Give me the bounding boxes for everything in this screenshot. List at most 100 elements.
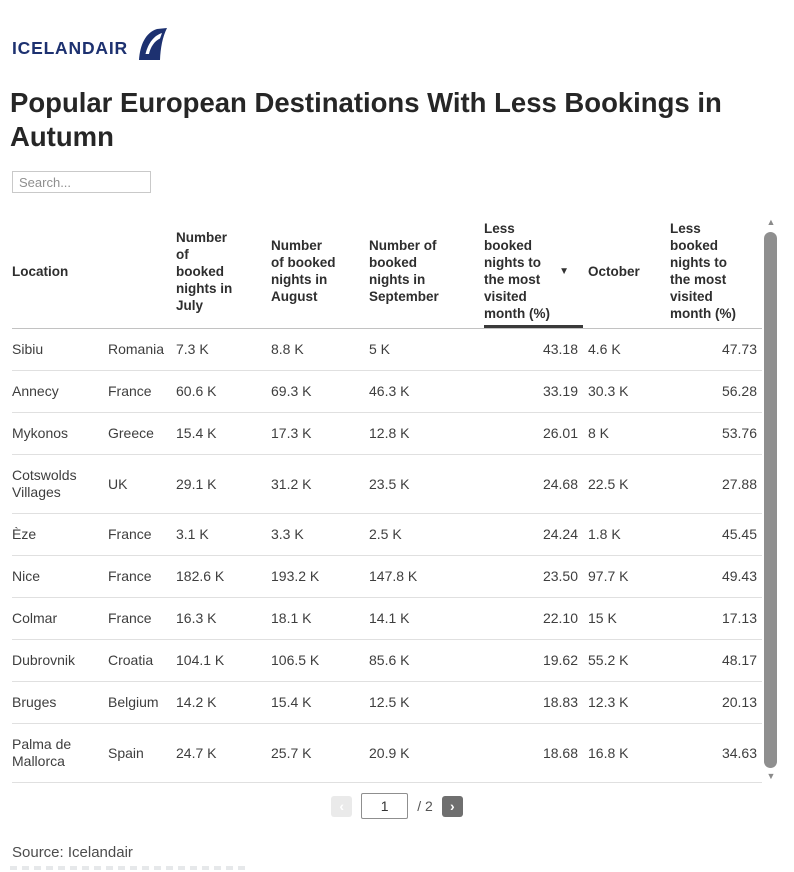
august-cell: 193.2 K <box>271 555 369 598</box>
less-pct-october-cell: 45.45 <box>670 513 762 556</box>
october-cell: 97.7 K <box>583 555 670 598</box>
september-cell: 46.3 K <box>369 370 484 413</box>
july-cell: 104.1 K <box>176 639 271 682</box>
scroll-down-icon[interactable]: ▼ <box>766 771 776 781</box>
august-cell: 106.5 K <box>271 639 369 682</box>
country-cell: France <box>108 597 176 640</box>
july-cell: 182.6 K <box>176 555 271 598</box>
july-cell: 7.3 K <box>176 328 271 371</box>
august-cell: 69.3 K <box>271 370 369 413</box>
less-pct-cell: 24.24 <box>484 513 583 556</box>
less-pct-october-cell: 34.63 <box>670 723 762 783</box>
october-cell: 15 K <box>583 597 670 640</box>
location-cell: Annecy <box>12 370 108 413</box>
table-row: Dubrovnik Croatia 104.1 K 106.5 K 85.6 K 19.6… <box>12 639 762 682</box>
location-cell: Nice <box>12 555 108 598</box>
country-cell: France <box>108 370 176 413</box>
scroll-up-icon[interactable]: ▲ <box>766 217 776 227</box>
country-cell: Belgium <box>108 681 176 724</box>
less-pct-october-cell: 48.17 <box>670 639 762 682</box>
september-cell: 23.5 K <box>369 454 484 514</box>
september-cell: 12.8 K <box>369 412 484 455</box>
september-cell: 147.8 K <box>369 555 484 598</box>
october-cell: 30.3 K <box>583 370 670 413</box>
icelandair-logo-text: ICELANDAIR <box>12 37 128 58</box>
location-cell: Cotswolds Villages <box>12 454 108 514</box>
icelandair-tailfin-icon <box>138 28 167 60</box>
september-cell: 20.9 K <box>369 723 484 783</box>
country-cell: UK <box>108 454 176 514</box>
less-pct-october-cell: 27.88 <box>670 454 762 514</box>
july-cell: 24.7 K <box>176 723 271 783</box>
september-cell: 14.1 K <box>369 597 484 640</box>
august-cell: 17.3 K <box>271 412 369 455</box>
table-row: Bruges Belgium 14.2 K 15.4 K 12.5 K 18.83 12.3… <box>12 681 762 724</box>
destinations-table: Location Number of booked nights in July… <box>12 214 762 783</box>
july-cell: 3.1 K <box>176 513 271 556</box>
previous-page-button[interactable]: ‹ <box>331 795 353 817</box>
sort-descending-icon: ▼ <box>559 265 569 277</box>
august-cell: 15.4 K <box>271 681 369 724</box>
icelandair-logo: ICELANDAIR <box>12 28 167 60</box>
country-cell: France <box>108 555 176 598</box>
table-header-row: Location Number of booked nights in July… <box>12 214 762 329</box>
search-input[interactable] <box>12 171 151 193</box>
october-cell: 22.5 K <box>583 454 670 514</box>
country-cell: France <box>108 513 176 556</box>
october-cell: 8 K <box>583 412 670 455</box>
table-row: Cotswolds Villages UK 29.1 K 31.2 K 23.5 K 24… <box>12 454 762 514</box>
source-attribution: Source: Icelandair <box>12 844 133 861</box>
country-cell: Croatia <box>108 639 176 682</box>
less-pct-cell: 19.62 <box>484 639 583 682</box>
less-pct-cell: 33.19 <box>484 370 583 413</box>
less-pct-october-cell: 20.13 <box>670 681 762 724</box>
header-less-booked-pct-october[interactable]: Less booked nights to the most visited m… <box>670 214 762 329</box>
header-location[interactable]: Location <box>12 214 108 329</box>
less-pct-cell: 24.68 <box>484 454 583 514</box>
october-cell: 12.3 K <box>583 681 670 724</box>
august-cell: 18.1 K <box>271 597 369 640</box>
header-nights-september[interactable]: Number of booked nights in September <box>369 214 484 329</box>
less-pct-october-cell: 49.43 <box>670 555 762 598</box>
less-pct-cell: 43.18 <box>484 328 583 371</box>
next-page-button[interactable]: › <box>441 795 463 817</box>
location-cell: Colmar <box>12 597 108 640</box>
country-cell: Greece <box>108 412 176 455</box>
location-cell: Palma de Mallorca <box>12 723 108 783</box>
header-nights-july[interactable]: Number of booked nights in July <box>176 214 271 329</box>
header-less-booked-pct[interactable]: Less booked nights to the most visited m… <box>484 214 583 329</box>
header-nights-august[interactable]: Number of booked nights in August <box>271 214 369 329</box>
september-cell: 5 K <box>369 328 484 371</box>
location-cell: Dubrovnik <box>12 639 108 682</box>
less-pct-october-cell: 53.76 <box>670 412 762 455</box>
october-cell: 1.8 K <box>583 513 670 556</box>
july-cell: 29.1 K <box>176 454 271 514</box>
august-cell: 25.7 K <box>271 723 369 783</box>
less-pct-cell: 18.83 <box>484 681 583 724</box>
october-cell: 55.2 K <box>583 639 670 682</box>
table-row: Nice France 182.6 K 193.2 K 147.8 K 23.50 97.7… <box>12 555 762 598</box>
table-row: Annecy France 60.6 K 69.3 K 46.3 K 33.19 30.3 … <box>12 370 762 413</box>
august-cell: 3.3 K <box>271 513 369 556</box>
header-october[interactable]: October <box>583 214 670 329</box>
location-cell: Sibiu <box>12 328 108 371</box>
page-total-label: / 2 <box>417 798 433 814</box>
august-cell: 8.8 K <box>271 328 369 371</box>
october-cell: 16.8 K <box>583 723 670 783</box>
country-cell: Spain <box>108 723 176 783</box>
clipped-text-sliver <box>10 866 245 870</box>
july-cell: 60.6 K <box>176 370 271 413</box>
scrollbar-thumb[interactable] <box>764 232 777 768</box>
header-country[interactable] <box>108 214 176 329</box>
page-number-input[interactable] <box>361 793 409 819</box>
table-row: Palma de Mallorca Spain 24.7 K 25.7 K 20.9 K… <box>12 723 762 783</box>
august-cell: 31.2 K <box>271 454 369 514</box>
july-cell: 16.3 K <box>176 597 271 640</box>
less-pct-cell: 26.01 <box>484 412 583 455</box>
table-scrollbar[interactable]: ▲ ▼ <box>762 216 780 782</box>
september-cell: 12.5 K <box>369 681 484 724</box>
